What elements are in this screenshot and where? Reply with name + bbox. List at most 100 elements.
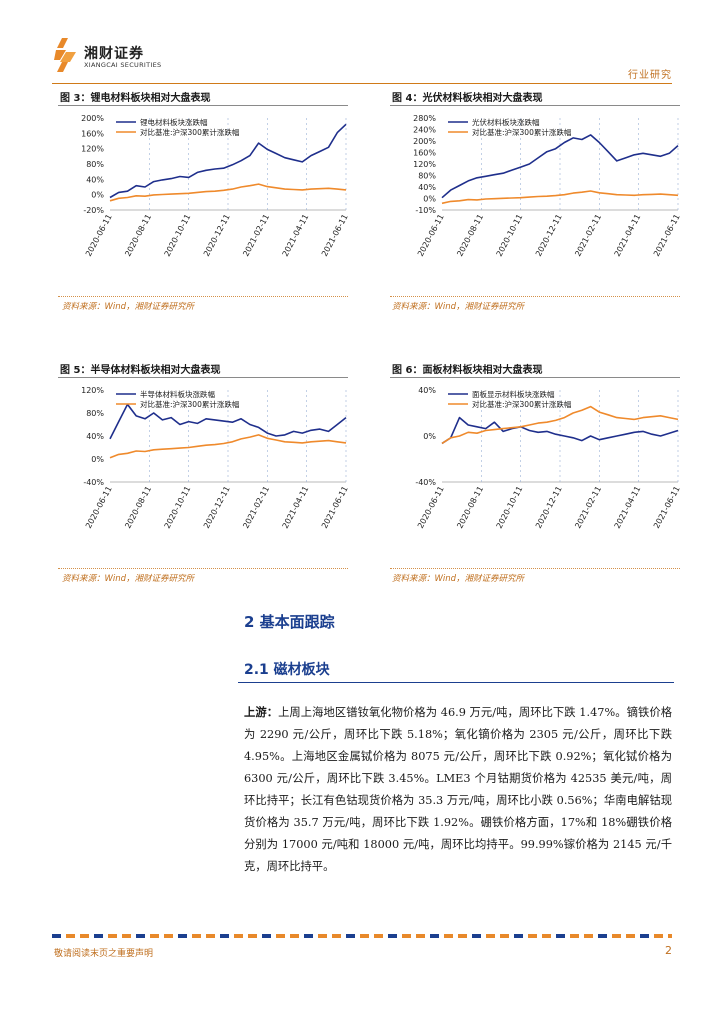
footer-bar-segment xyxy=(668,934,672,938)
y-tick-label: 0% xyxy=(91,191,104,200)
chart-semiconductor-materials: 120% 80% 40% 0% -40%2020-06-11 2020-08-11 2020… xyxy=(81,386,350,530)
footer-decor-bar xyxy=(52,934,672,938)
y-tick-label: 40% xyxy=(418,386,436,395)
source-note: 资料来源：Wind，湘财证券研究所 xyxy=(62,574,195,584)
y-tick-label: 160% xyxy=(81,129,104,138)
x-tick-label: 2021-06-11 xyxy=(320,485,350,530)
chart-panel-materials: 40% 0% -40%2020-06-11 2020-08-11 2020-10-11 2… xyxy=(415,386,681,530)
footer-disclaimer: 敬请阅读末页之重要声明 xyxy=(54,949,154,959)
y-tick-label: 120% xyxy=(81,145,104,154)
legend-label: 对比基准:沪深300累计涨跌幅 xyxy=(140,127,240,137)
source-rule xyxy=(390,568,680,569)
footer-bar-segment xyxy=(66,934,75,938)
body-paragraph: 上游：上周上海地区镨钕氧化物价格为 46.9 万元/吨，周环比下跌 1.47%。… xyxy=(244,702,672,878)
y-tick-label: 0% xyxy=(423,195,436,204)
footer-bar-segment xyxy=(332,934,341,938)
x-tick-label: 2020-10-11 xyxy=(163,213,193,258)
footer-bar-segment xyxy=(346,934,355,938)
footer-bar-segment xyxy=(640,934,649,938)
figure-title-rule xyxy=(58,105,348,106)
legend-label: 半导体材料板块涨跌幅 xyxy=(140,389,215,399)
section-heading: 2 基本面跟踪 xyxy=(244,613,335,631)
x-tick-label: 2021-04-11 xyxy=(613,485,643,530)
paragraph-text: 上周上海地区镨钕氧化物价格为 46.9 万元/吨，周环比下跌 1.47%。镝铁价… xyxy=(244,706,672,873)
legend-label: 对比基准:沪深300累计涨跌幅 xyxy=(472,127,572,137)
figure-title: 图 6：面板材料板块相对大盘表现 xyxy=(392,365,543,376)
y-tick-label: 80% xyxy=(86,160,104,169)
x-tick-label: 2020-06-11 xyxy=(84,213,114,258)
footer-bar-segment xyxy=(654,934,663,938)
footer-bar-segment xyxy=(122,934,131,938)
series-line xyxy=(441,405,679,445)
x-tick-label: 2020-06-11 xyxy=(416,213,446,258)
company-name: 湘财证券 xyxy=(84,46,144,62)
y-tick-label: 280% xyxy=(413,114,436,123)
y-tick-label: 120% xyxy=(413,160,436,169)
y-tick-label: 200% xyxy=(81,114,104,123)
x-tick-label: 2021-02-11 xyxy=(241,485,271,530)
footer-bar-segment xyxy=(374,934,383,938)
report-type: 行业研究 xyxy=(628,70,672,81)
y-tick-label: 80% xyxy=(418,172,436,181)
footer-bar-segment xyxy=(164,934,173,938)
footer-bar-segment xyxy=(52,934,61,938)
x-tick-label: 2020-12-11 xyxy=(534,213,564,258)
y-tick-label: -40% xyxy=(415,478,436,487)
x-tick-label: 2020-08-11 xyxy=(455,213,485,258)
footer-bar-segment xyxy=(178,934,187,938)
y-tick-label: 40% xyxy=(418,183,436,192)
footer-bar-segment xyxy=(500,934,509,938)
footer-bar-segment xyxy=(514,934,523,938)
x-tick-label: 2021-02-11 xyxy=(241,213,271,258)
footer-bar-segment xyxy=(430,934,439,938)
footer-bar-segment xyxy=(416,934,425,938)
x-tick-label: 2021-06-11 xyxy=(320,213,350,258)
footer-bar-segment xyxy=(542,934,551,938)
y-tick-label: 200% xyxy=(413,137,436,146)
series-line xyxy=(109,123,347,199)
footer-bar-segment xyxy=(136,934,145,938)
footer-bar-segment xyxy=(458,934,467,938)
x-tick-label: 2020-08-11 xyxy=(123,485,153,530)
footer-bar-segment xyxy=(94,934,103,938)
series-line xyxy=(109,403,347,440)
figure-title: 图 4：光伏材料板块相对大盘表现 xyxy=(392,93,543,104)
y-tick-label: 80% xyxy=(86,409,104,418)
y-tick-label: -40% xyxy=(83,478,104,487)
x-tick-label: 2020-10-11 xyxy=(495,213,525,258)
subsection-rule xyxy=(238,682,674,683)
footer-bar-segment xyxy=(318,934,327,938)
x-tick-label: 2020-12-11 xyxy=(534,485,564,530)
x-tick-label: 2021-04-11 xyxy=(281,485,311,530)
series-line xyxy=(109,434,347,459)
y-tick-label: -20% xyxy=(83,206,104,215)
y-tick-label: 40% xyxy=(86,175,104,184)
company-name-en: XIANGCAI SECURITIES xyxy=(84,61,162,69)
x-tick-label: 2020-06-11 xyxy=(84,485,114,530)
footer-bar-segment xyxy=(402,934,411,938)
footer-bar-segment xyxy=(598,934,607,938)
header-divider xyxy=(52,83,672,84)
footer-bar-segment xyxy=(556,934,565,938)
source-note: 资料来源：Wind，湘财证券研究所 xyxy=(392,574,525,584)
x-tick-label: 2021-02-11 xyxy=(573,485,603,530)
figure-title-rule xyxy=(390,377,680,378)
series-line xyxy=(441,134,679,199)
chart-photovoltaic-materials: 280% 240% 200% 160% 120% 80% 40% 0% -10%2020-06-… xyxy=(413,114,682,258)
source-note: 资料来源：Wind，湘财证券研究所 xyxy=(62,302,195,312)
footer-bar-segment xyxy=(262,934,271,938)
footer-bar-segment xyxy=(108,934,117,938)
series-line xyxy=(441,190,679,205)
footer-bar-segment xyxy=(472,934,481,938)
subsection-heading: 2.1 磁材板块 xyxy=(244,662,330,678)
y-tick-label: 0% xyxy=(91,455,104,464)
footer-bar-segment xyxy=(290,934,299,938)
page-number: 2 xyxy=(665,944,672,957)
y-tick-label: 40% xyxy=(86,432,104,441)
footer-bar-segment xyxy=(360,934,369,938)
source-note: 资料来源：Wind，湘财证券研究所 xyxy=(392,302,525,312)
footer-bar-segment xyxy=(528,934,537,938)
x-tick-label: 2021-06-11 xyxy=(652,213,682,258)
footer-bar-segment xyxy=(584,934,593,938)
footer-bar-segment xyxy=(150,934,159,938)
